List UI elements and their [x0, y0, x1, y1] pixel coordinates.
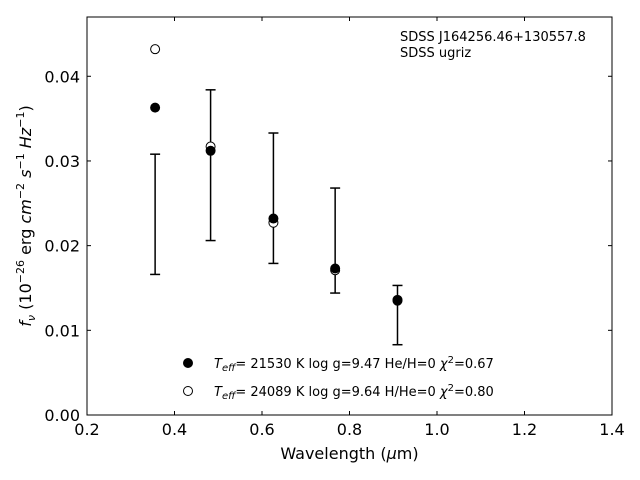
data-points: [150, 44, 403, 306]
y-tick-label: 0.03: [44, 152, 80, 171]
legend: Teff= 21530 K log g=9.47 He/H=0 χ2=0.67 …: [183, 355, 494, 402]
model-point-filled: [150, 102, 161, 113]
model-point-filled: [392, 294, 403, 305]
x-tick-label: 0.4: [162, 420, 187, 439]
y-tick-label: 0.00: [44, 406, 80, 425]
x-tick-label: 1.4: [599, 420, 624, 439]
legend-marker-open: [183, 386, 193, 396]
legend-entry-1: Teff= 21530 K log g=9.47 He/H=0 χ2=0.67: [214, 355, 494, 374]
y-axis-label: fν (10−26 erg cm−2 s−1 Hz−1): [14, 105, 38, 326]
legend-entry-2: Teff= 24089 K log g=9.64 H/He=0 χ2=0.80: [214, 383, 494, 402]
axis-ticks: 0.2 0.4 0.6 0.8 1.0 1.2 1.4 0.00 0.01 0.02 0.03 0.0…: [44, 17, 625, 439]
x-tick-label: 0.2: [74, 420, 99, 439]
y-tick-label: 0.04: [44, 67, 80, 86]
x-axis-label: Wavelength (μm): [280, 444, 418, 463]
y-tick-label: 0.01: [44, 321, 80, 340]
x-tick-label: 0.8: [337, 420, 362, 439]
x-tick-label: 1.0: [424, 420, 449, 439]
x-tick-label: 1.2: [512, 420, 537, 439]
object-name-annotation: SDSS J164256.46+130557.8: [400, 30, 586, 45]
model-point-open: [150, 44, 161, 55]
model-point-filled: [268, 213, 279, 224]
photometry-annotation: SDSS ugriz: [400, 46, 471, 61]
y-tick-label: 0.02: [44, 237, 80, 256]
plot-frame: [86, 16, 613, 416]
legend-marker-filled: [183, 358, 193, 368]
model-point-filled: [330, 263, 341, 274]
model-point-filled: [205, 145, 216, 156]
x-tick-label: 0.6: [249, 420, 274, 439]
error-bars: [150, 89, 403, 346]
